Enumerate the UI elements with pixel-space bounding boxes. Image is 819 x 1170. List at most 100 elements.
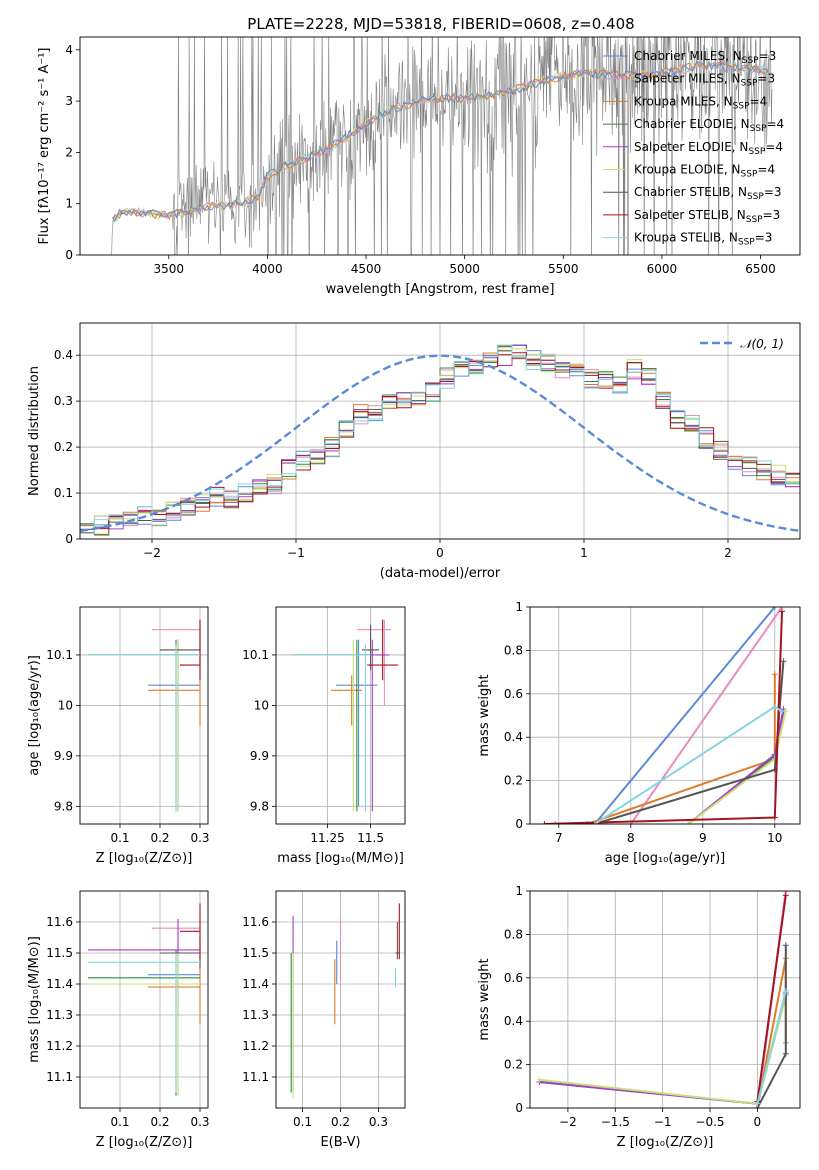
- y-tick-label: 11.1: [242, 1070, 269, 1084]
- y-tick-label: 0.4: [504, 730, 523, 744]
- legend-label: Salpeter STELIB, NSSP=3: [634, 208, 780, 225]
- legend-label-main: Chabrier STELIB, N: [634, 185, 747, 199]
- histogram-step: [80, 344, 800, 534]
- weight-marker: [771, 703, 778, 710]
- y-axis-label: mass weight: [477, 674, 492, 756]
- legend-label-main: Salpeter MILES, N: [634, 72, 741, 86]
- weight-marker: [552, 821, 559, 824]
- weight-line: [756, 990, 787, 1104]
- weight-marker: [771, 607, 778, 610]
- legend-label-sub: SSP: [741, 170, 758, 180]
- legend-label-main: Kroupa MILES, N: [634, 94, 733, 108]
- legend-label-sub: SSP: [738, 238, 755, 248]
- legend-label-main: Salpeter STELIB, N: [634, 208, 746, 222]
- x-axis-label: Z [log₁₀(Z/Z⊙)]: [96, 1135, 193, 1150]
- y-tick-label: 11.5: [46, 946, 73, 960]
- figure-title: PLATE=2228, MJD=53818, FIBERID=0608, z=0…: [247, 15, 634, 33]
- legend-label: Chabrier STELIB, NSSP=3: [634, 185, 782, 202]
- histogram-step: [80, 346, 800, 536]
- x-tick-label: 0.2: [331, 1115, 350, 1129]
- weight-marker: [591, 821, 598, 824]
- legend-label-main: Chabrier MILES, N: [634, 49, 742, 63]
- x-tick-label: 0.1: [110, 1115, 129, 1129]
- weight-marker: [685, 821, 692, 824]
- x-tick-label: 7: [555, 831, 563, 845]
- x-tick-label: 3500: [153, 262, 184, 276]
- weight-marker: [779, 608, 785, 615]
- y-tick-label: 10: [58, 698, 73, 712]
- y-tick-label: 11.2: [242, 1039, 269, 1053]
- panel-weight-vs-Z: −2 −1.5 −1 −0.5 0 0 0.2 0.4 0.6 0.8 1 Z [log₁₀(Z/Z⊙…: [477, 884, 801, 1150]
- y-tick-label: 9.9: [250, 749, 269, 763]
- x-tick-label: 0.1: [110, 831, 129, 845]
- legend-label-suffix: =3: [755, 231, 773, 245]
- plot-area: [88, 619, 201, 812]
- y-tick-label: 0.8: [504, 643, 523, 657]
- legend-label-suffix: =3: [763, 208, 781, 222]
- normal-curve: [80, 354, 800, 533]
- x-tick-label: −0.5: [695, 1115, 724, 1129]
- y-tick-label: 10.1: [46, 648, 73, 662]
- weight-line: [555, 674, 776, 824]
- y-axis-label: Normed distribution: [27, 366, 42, 496]
- legend-label-sub: SSP: [733, 101, 750, 111]
- panel-age-vs-Z: 0.1 0.2 0.3 9.8 9.9 10 10.1 Z [log₁₀(Z/Z⊙)] age …: [27, 606, 210, 866]
- model-spectrum-line: [112, 60, 769, 221]
- axes-border: [79, 890, 209, 1109]
- model-spectrum-line: [112, 60, 769, 223]
- y-tick-label: 0.8: [504, 927, 523, 941]
- y-tick-label: 1: [515, 884, 523, 898]
- y-tick-label: 9.9: [54, 749, 73, 763]
- axes-border: [79, 36, 801, 256]
- x-axis-label: Z [log₁₀(Z/Z⊙)]: [96, 851, 193, 866]
- legend-label-suffix: =3: [759, 49, 777, 63]
- y-tick-label: 9.8: [54, 799, 73, 813]
- axes-border: [79, 606, 209, 825]
- y-tick-label: 11.2: [46, 1039, 73, 1053]
- legend-label: Kroupa ELODIE, NSSP=4: [634, 163, 775, 180]
- axes-border: [529, 890, 801, 1109]
- x-axis-label: wavelength [Angstrom, rest frame]: [326, 282, 555, 297]
- legend-label-sub: SSP: [747, 192, 764, 202]
- y-axis-label: age [log₁₀(age/yr)]: [27, 655, 42, 776]
- plot-area: [541, 607, 789, 824]
- y-axis-label: mass weight: [477, 958, 492, 1040]
- x-tick-label: 0.3: [369, 1115, 388, 1129]
- y-tick-label: 0.4: [504, 1014, 523, 1028]
- x-tick-label: −2: [559, 1115, 577, 1129]
- histogram-step: [80, 348, 800, 534]
- panel-age-vs-mass: 11.25 11.5 9.8 9.9 10 10.1 mass [log₁₀(M/M⊙)]: [242, 606, 406, 866]
- y-tick-label: 0: [515, 1101, 523, 1115]
- y-tick-label: 0.2: [504, 774, 523, 788]
- axes-frame: −2 −1 0 1 2 0 0.1 0.2 0.3 0.4 (data-model)/error No…: [27, 322, 801, 581]
- legend-label-main: Kroupa STELIB, N: [634, 231, 738, 245]
- x-tick-label: 11.25: [310, 831, 344, 845]
- axes-border: [529, 606, 801, 825]
- x-tick-label: 0.1: [293, 1115, 312, 1129]
- y-tick-label: 11.3: [242, 1008, 269, 1022]
- histogram-step: [80, 344, 800, 530]
- legend-label: Kroupa STELIB, NSSP=3: [634, 231, 772, 248]
- x-tick-label: 0.2: [150, 1115, 169, 1129]
- axes-frame: 7 8 9 10 0 0.2 0.4 0.6 0.8 1 age [log₁₀(age/yr)] ma…: [477, 600, 801, 866]
- y-tick-label: 3: [65, 94, 73, 108]
- observed-spectrum-line: [111, 37, 773, 255]
- legend-label: Chabrier MILES, NSSP=3: [634, 49, 776, 66]
- x-tick-label: 0: [436, 546, 444, 560]
- axes-border: [275, 606, 406, 825]
- y-tick-label: 0.2: [504, 1058, 523, 1072]
- axes-frame: 0.1 0.2 0.3 11.1 11.2 11.3 11.4 11.5 11.6 Z [log₁…: [27, 890, 210, 1150]
- x-tick-label: 8: [627, 831, 635, 845]
- figure-panels: 3500 4000 4500 5000 5500 6000 6500 0 1 2 3 4 wavelen…: [27, 36, 801, 1150]
- y-tick-label: 9.8: [250, 799, 269, 813]
- x-tick-label: 0.3: [190, 831, 209, 845]
- y-tick-label: 0.3: [54, 394, 73, 408]
- legend-label-sub: SSP: [742, 56, 759, 66]
- x-tick-label: 5500: [548, 262, 579, 276]
- plot-area: [290, 903, 400, 1099]
- y-tick-label: 1: [65, 197, 73, 211]
- weight-marker: [782, 987, 789, 994]
- x-axis-label: Z [log₁₀(Z/Z⊙)]: [617, 1135, 714, 1150]
